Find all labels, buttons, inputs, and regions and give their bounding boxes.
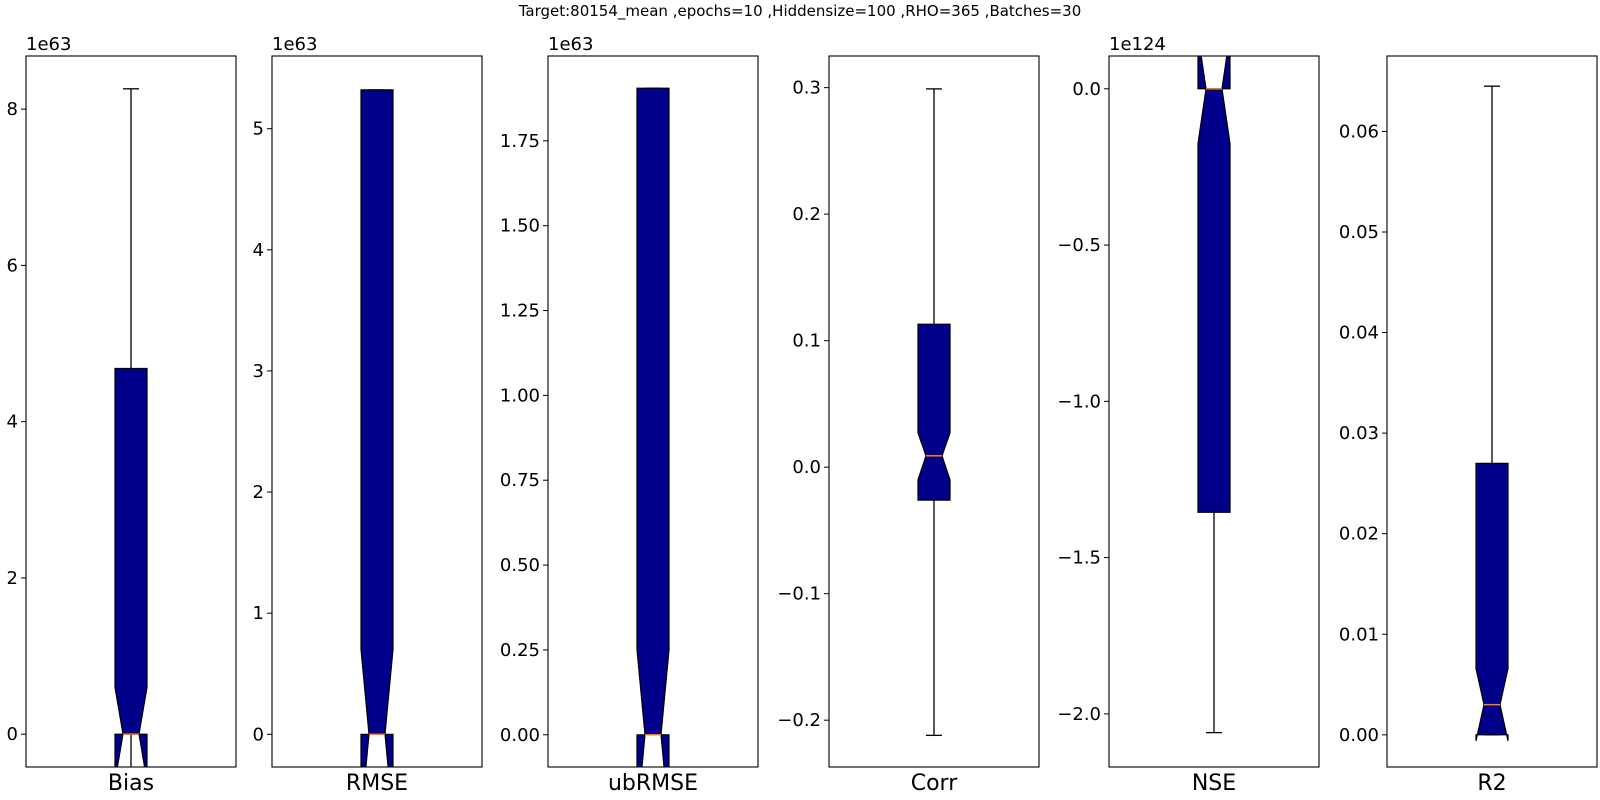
x-label: RMSE	[346, 771, 408, 796]
axes-frame	[25, 55, 237, 768]
panel-nse: −2.0 −1.5 −1.0 −0.5 0.0 1e124 NSE	[1057, 34, 1320, 796]
x-label: Bias	[108, 771, 154, 796]
y-tick-label: 4	[7, 412, 18, 433]
y-tick-label: 4	[253, 240, 264, 261]
offset-text: 1e63	[548, 34, 593, 55]
y-tick-label: 1.25	[500, 301, 540, 322]
y-tick-label: 0	[253, 724, 264, 745]
y-tick-label: 0.05	[1339, 222, 1379, 243]
x-label: Corr	[911, 771, 958, 796]
plot-area	[360, 89, 394, 767]
panel-r2: 0.00 0.01 0.02 0.03 0.04 0.05 0.06 R2	[1339, 55, 1598, 796]
y-tick-label: 0.50	[500, 555, 540, 576]
axes-frame	[1386, 55, 1598, 768]
axes-frame	[271, 55, 483, 768]
axes-frame	[547, 55, 759, 768]
plot-area	[636, 87, 670, 767]
plot-area	[917, 88, 951, 737]
y-tick-label: −0.5	[1057, 235, 1101, 256]
plot-area	[1197, 56, 1231, 734]
x-label: R2	[1477, 771, 1506, 796]
panel-corr: −0.2 −0.1 0.0 0.1 0.2 0.3 Corr	[777, 55, 1040, 796]
y-tick-label: 0.04	[1339, 323, 1379, 344]
y-tick-label: 1.00	[500, 385, 540, 406]
y-tick-label: 0.25	[500, 640, 540, 661]
y-tick-label: 0.03	[1339, 423, 1379, 444]
notched-box	[917, 323, 951, 501]
y-tick-label: 0.0	[1072, 79, 1101, 100]
plot-area	[1475, 85, 1509, 742]
notched-box	[1475, 462, 1509, 742]
panel-rmse: 0 1 2 3 4 5 1e63 RMSE	[253, 34, 483, 796]
y-tick-label: 0.3	[792, 78, 821, 99]
y-tick-label: 0.00	[500, 725, 540, 746]
y-tick-label: 5	[253, 119, 264, 140]
y-tick-label: 0	[7, 724, 18, 745]
y-tick-label: −0.2	[777, 710, 821, 731]
panel-ubrmse: 0.00 0.25 0.50 0.75 1.00 1.25 1.50 1.75 1e63 ubRM…	[500, 34, 759, 796]
y-tick-label: 6	[7, 255, 18, 276]
y-tick-label: 0.1	[792, 331, 821, 352]
notched-box	[636, 87, 670, 767]
x-label: NSE	[1192, 771, 1236, 796]
x-label: ubRMSE	[608, 771, 698, 796]
y-tick-label: −2.0	[1057, 704, 1101, 725]
y-tick-label: 0.2	[792, 204, 821, 225]
y-tick-label: 3	[253, 361, 264, 382]
y-tick-label: 0.01	[1339, 624, 1379, 645]
y-tick-label: 0.02	[1339, 524, 1379, 545]
notched-box	[360, 89, 394, 767]
y-tick-label: −1.5	[1057, 548, 1101, 569]
y-tick-label: 1.75	[500, 131, 540, 152]
y-tick-label: 0.00	[1339, 725, 1379, 746]
y-tick-label: 0.06	[1339, 121, 1379, 142]
y-tick-label: −1.0	[1057, 391, 1101, 412]
y-tick-label: 2	[253, 482, 264, 503]
y-tick-label: 2	[7, 568, 18, 589]
panels: 024681e63Bias0123451e63RMSE0.000.250.500…	[7, 34, 1598, 796]
figure-title: Target:80154_mean ,epochs=10 ,Hiddensize…	[518, 2, 1082, 21]
y-tick-label: 0.75	[500, 470, 540, 491]
notched-box	[114, 367, 148, 767]
y-tick-label: 8	[7, 99, 18, 120]
notched-box	[1197, 56, 1231, 513]
offset-text: 1e63	[272, 34, 317, 55]
plot-area	[114, 88, 148, 767]
offset-text: 1e63	[26, 34, 71, 55]
axes-frame	[1108, 55, 1320, 768]
y-tick-label: 1	[253, 603, 264, 624]
y-tick-label: 1.50	[500, 216, 540, 237]
y-tick-label: 0.0	[792, 457, 821, 478]
panel-bias: 0 2 4 6 8 1e63 Bias	[7, 34, 237, 796]
axes-frame	[828, 55, 1040, 768]
offset-text: 1e124	[1109, 34, 1166, 55]
y-tick-label: −0.1	[777, 584, 821, 605]
